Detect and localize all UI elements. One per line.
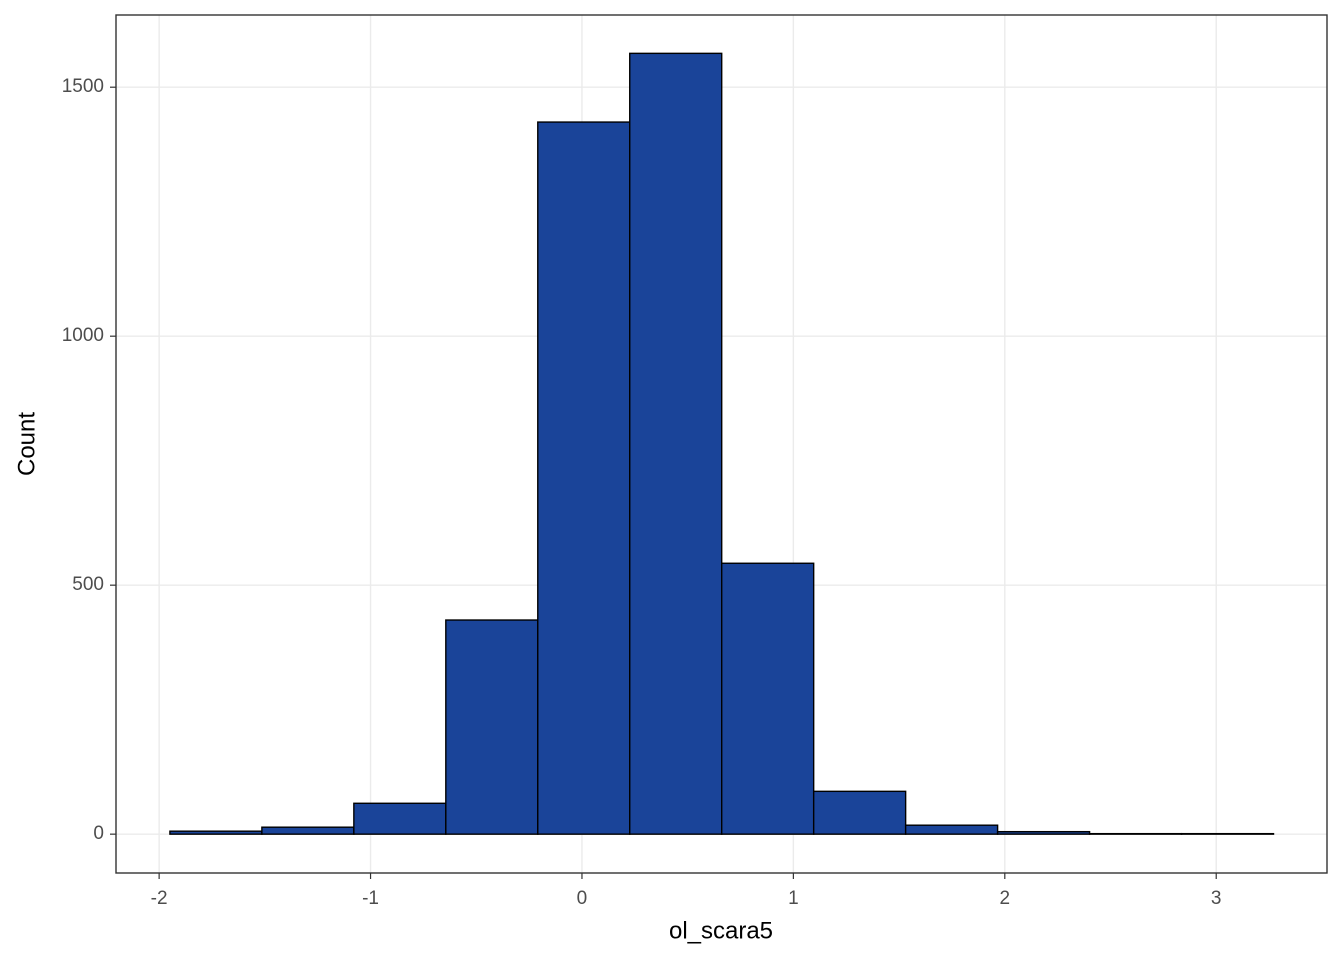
x-tick-label: 3 [1211, 888, 1222, 909]
y-tick-label: 1000 [62, 325, 104, 346]
x-tick-label: 2 [1000, 888, 1011, 909]
x-tick-label: -2 [151, 888, 168, 909]
bar [812, 790, 907, 835]
y-tick-label: 500 [72, 574, 104, 595]
bar [721, 562, 815, 835]
bar [629, 52, 723, 835]
x-tick-label: -1 [362, 888, 379, 909]
bar [169, 830, 263, 835]
bar [353, 802, 447, 835]
y-tick-label: 0 [93, 823, 104, 844]
y-tick-label: 1500 [62, 76, 104, 97]
x-axis-title: ol_scara5 [669, 917, 773, 944]
bar [537, 121, 631, 835]
y-axis-title: Count [13, 412, 40, 476]
x-tick-label: 0 [577, 888, 588, 909]
bar [996, 830, 1091, 835]
x-tick-label: 1 [788, 888, 799, 909]
bar [261, 826, 355, 835]
bar [904, 824, 999, 835]
bar [445, 619, 539, 835]
panel-border [115, 14, 1328, 874]
